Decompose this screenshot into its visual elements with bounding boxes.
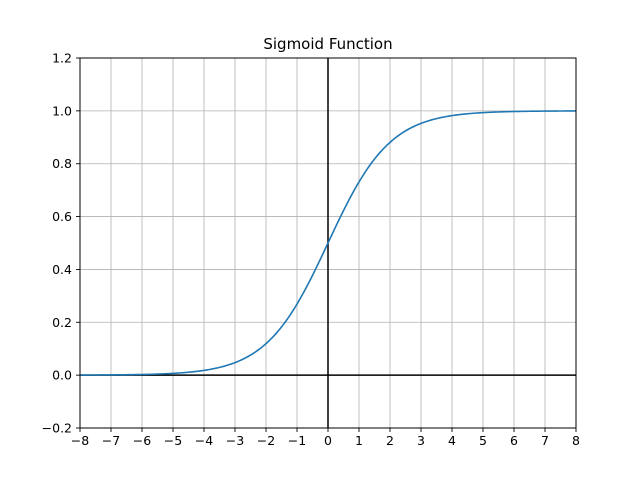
y-tick-label-0: −0.2	[42, 421, 72, 436]
x-tick-label-14: 6	[510, 433, 518, 448]
y-tick-label-3: 0.4	[52, 262, 72, 277]
y-tick-label-4: 0.6	[52, 209, 72, 224]
x-tick-label-11: 3	[417, 433, 425, 448]
x-tick-label-16: 8	[572, 433, 580, 448]
y-tick-label-6: 1.0	[52, 103, 72, 118]
x-tick-label-12: 4	[448, 433, 456, 448]
x-tick-label-9: 1	[355, 433, 363, 448]
x-tick-label-0: −8	[71, 433, 89, 448]
x-tick-label-10: 2	[386, 433, 394, 448]
y-tick-label-7: 1.2	[52, 51, 72, 66]
x-tick-label-13: 5	[479, 433, 487, 448]
x-tick-label-5: −3	[226, 433, 244, 448]
x-tick-label-15: 7	[541, 433, 549, 448]
y-tick-label-2: 0.2	[52, 315, 72, 330]
x-tick-label-7: −1	[288, 433, 306, 448]
y-tick-label-1: 0.0	[52, 368, 72, 383]
chart-title: Sigmoid Function	[263, 35, 392, 53]
x-tick-label-1: −7	[102, 433, 120, 448]
x-tick-label-6: −2	[257, 433, 275, 448]
y-tick-label-5: 0.8	[52, 156, 72, 171]
x-tick-label-4: −4	[195, 433, 213, 448]
x-tick-label-8: 0	[324, 433, 332, 448]
x-tick-label-3: −5	[164, 433, 182, 448]
x-tick-label-2: −6	[133, 433, 151, 448]
